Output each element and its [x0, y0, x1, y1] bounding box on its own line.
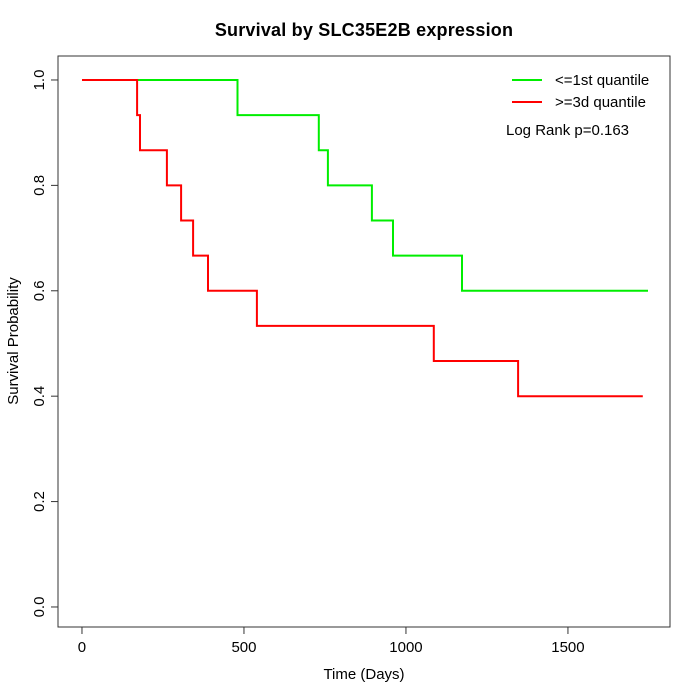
legend-label-first-quantile: <=1st quantile — [555, 71, 650, 89]
chart-title: Survival by SLC35E2B expression — [214, 20, 514, 40]
x-tick-label: 500 — [231, 639, 256, 656]
y-tick-label: 0.6 — [31, 280, 48, 301]
legend: <=1st quantile >=3d quantile Log Rank p=… — [506, 69, 649, 140]
y-tick-label: 0.8 — [31, 175, 48, 196]
y-tick-label: 0.2 — [31, 491, 48, 512]
x-axis-label: Time (Days) — [323, 666, 405, 683]
x-tick-label: 0 — [78, 639, 86, 656]
y-tick-label: 1.0 — [31, 70, 48, 91]
survival-curve-0 — [82, 79, 648, 292]
plot-box — [57, 55, 671, 628]
survival-curve-1 — [82, 79, 643, 398]
y-tick-label: 0.0 — [31, 597, 48, 618]
log-rank-annotation: Log Rank p=0.163 — [506, 122, 630, 139]
legend-item-first-quantile: <=1st quantile — [512, 69, 649, 91]
legend-item-third-quantile: >=3d quantile — [512, 91, 649, 113]
legend-line-green-icon — [512, 79, 542, 81]
legend-line-red-icon — [512, 101, 542, 103]
y-axis-label: Survival Probability — [5, 277, 22, 405]
y-tick-label: 0.4 — [31, 386, 48, 407]
x-tick-label: 1500 — [551, 639, 584, 656]
legend-label-third-quantile: >=3d quantile — [555, 93, 646, 111]
x-tick-label: 1000 — [389, 639, 422, 656]
